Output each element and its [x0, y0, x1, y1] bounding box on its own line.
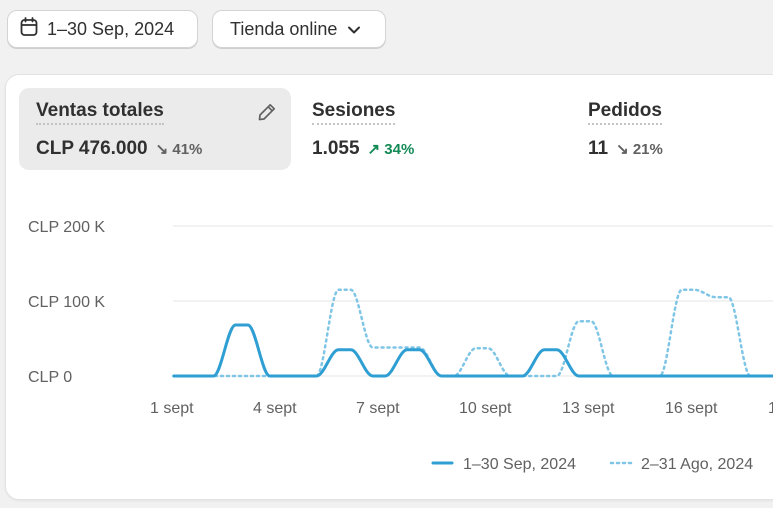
- legend-label-current: 1–30 Sep, 2024: [463, 456, 576, 473]
- x-tick-label: 13 sept: [562, 400, 615, 417]
- metric-title: Ventas totales: [36, 100, 164, 125]
- metric-title: Sesiones: [312, 100, 396, 125]
- metric-change-value: 34%: [384, 141, 415, 158]
- sales-line-chart: CLP 200 K CLP 100 K CLP 0 1 sept 4 sept 7 sep…: [28, 219, 773, 473]
- y-tick-label: CLP 200 K: [28, 219, 105, 236]
- metric-value-text: CLP 476.000: [36, 138, 148, 159]
- channel-label: Tienda online: [230, 18, 338, 39]
- x-tick-label: 16 sept: [665, 400, 718, 417]
- date-range-button[interactable]: 1–30 Sep, 2024: [7, 10, 198, 48]
- metric-value: CLP 476.000 ↘ 41%: [36, 138, 202, 160]
- metric-tab-ventas-totales[interactable]: Ventas totales CLP 476.000 ↘ 41%: [19, 88, 291, 170]
- x-tick-label: 7 sept: [356, 400, 400, 417]
- metric-tab-sesiones[interactable]: Sesiones 1.055 ↗ 34%: [296, 88, 566, 170]
- y-tick-label: CLP 100 K: [28, 294, 105, 311]
- x-tick-label: 10 sept: [459, 400, 512, 417]
- metric-change: ↗ 34%: [368, 141, 415, 158]
- metric-value-text: 11: [588, 138, 609, 159]
- channel-select[interactable]: Tienda online: [212, 10, 386, 48]
- arrow-up-right-icon: ↗: [367, 141, 381, 158]
- arrow-down-right-icon: ↘: [616, 141, 629, 158]
- series-line-previous: [171, 288, 773, 378]
- metric-tab-pedidos[interactable]: Pedidos 11 ↘ 21%: [572, 88, 773, 170]
- x-tick-label: 1: [768, 400, 773, 417]
- metric-title: Pedidos: [588, 100, 662, 125]
- metric-value: 1.055 ↗ 34%: [312, 138, 414, 160]
- analytics-card: Ventas totales CLP 476.000 ↘ 41% Sesiones…: [5, 74, 773, 500]
- pencil-icon[interactable]: [257, 102, 277, 127]
- x-tick-label: 4 sept: [253, 400, 297, 417]
- metric-change: ↘ 41%: [156, 141, 203, 158]
- legend-label-previous: 2–31 Ago, 2024: [641, 456, 753, 473]
- metric-value: 11 ↘ 21%: [588, 138, 663, 160]
- arrow-down-right-icon: ↘: [155, 141, 169, 158]
- y-tick-label: CLP 0: [28, 369, 72, 386]
- series-line-current: [173, 323, 773, 378]
- x-tick-label: 1 sept: [150, 400, 194, 417]
- metric-change: ↘ 21%: [616, 141, 663, 158]
- metric-value-text: 1.055: [312, 138, 360, 159]
- chevron-down-icon: [337, 19, 361, 40]
- metric-change-value: 21%: [632, 141, 663, 158]
- calendar-icon: [20, 16, 47, 42]
- metric-change-value: 41%: [172, 141, 203, 158]
- date-range-label: 1–30 Sep, 2024: [47, 18, 175, 39]
